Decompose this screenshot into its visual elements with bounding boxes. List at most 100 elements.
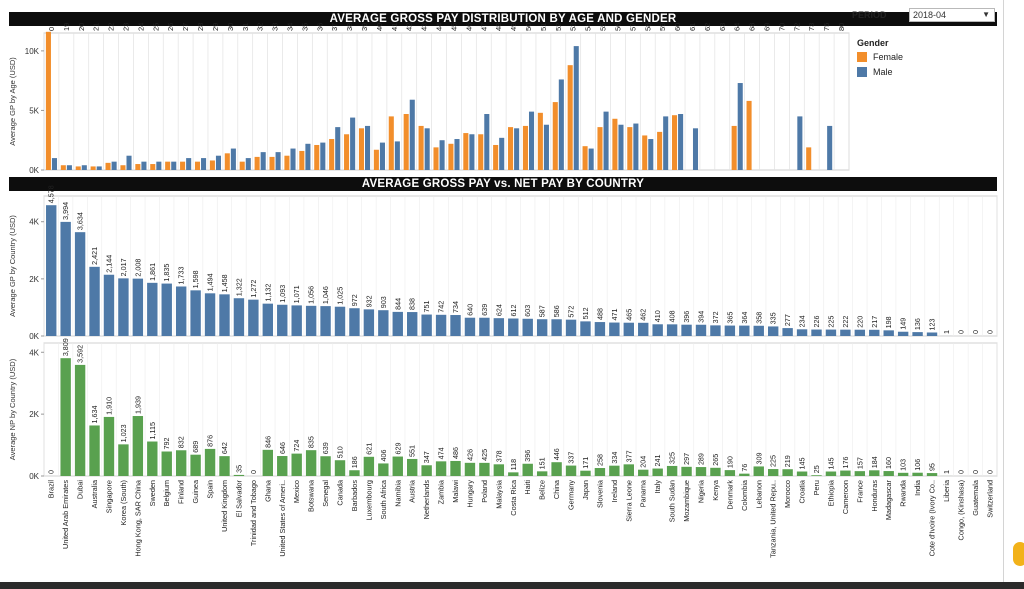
age-category-label: 44: [435, 23, 444, 31]
gp-bar: [378, 310, 389, 336]
np-bar: [378, 463, 389, 476]
gp-bar: [407, 312, 418, 336]
age-y-axis-label: Average GP by Age (USD): [8, 57, 17, 146]
np-bar: [536, 471, 548, 476]
np-bar: [825, 471, 837, 476]
np-data-label: 396: [523, 450, 532, 462]
np-bar: [204, 448, 216, 476]
country-label: Japan: [581, 480, 590, 500]
gp-bar: [74, 232, 86, 336]
np-data-label: 184: [870, 456, 879, 468]
age-bar-male: [663, 116, 669, 170]
age-bar-male: [290, 148, 296, 170]
gp-ytick-label: 2K: [29, 275, 39, 284]
gp-data-label: 277: [783, 314, 792, 326]
gp-data-label: 220: [855, 316, 864, 328]
age-bar-female: [537, 112, 543, 170]
np-bar: [695, 467, 707, 476]
age-category-label: 70: [777, 23, 786, 31]
gp-data-label: 372: [711, 311, 720, 323]
country-label: United Arab Emirates: [61, 480, 70, 549]
gp-bar: [912, 332, 923, 336]
gender-legend-title: Gender: [857, 38, 889, 48]
np-bar: [724, 470, 736, 476]
age-category-label: 37: [330, 23, 339, 31]
age-bar-female: [105, 162, 111, 170]
gp-data-label: 4,578: [47, 185, 56, 203]
country-label: Ethiopia: [826, 479, 835, 506]
np-data-label: 219: [783, 455, 792, 467]
age-bar-male: [469, 134, 475, 170]
gp-data-label: 586: [552, 305, 561, 317]
legend-item-male[interactable]: Male: [857, 67, 893, 77]
age-bar-male: [186, 158, 192, 170]
gp-data-label: 488: [595, 308, 604, 320]
np-data-label: 1,910: [104, 397, 113, 415]
np-data-label: 3,809: [61, 338, 70, 356]
gp-data-label: 903: [379, 296, 388, 308]
np-bar: [277, 456, 288, 476]
np-bar: [118, 444, 129, 476]
np-bar: [840, 470, 851, 476]
country-label: Malaysia: [494, 479, 503, 509]
gp-data-label: 2,421: [90, 247, 99, 265]
country-label: Peru: [812, 480, 821, 495]
gp-data-label: 2,017: [119, 258, 128, 276]
country-label: Sierra Leone: [624, 480, 633, 522]
country-label: Guinea: [191, 479, 200, 503]
age-bar-male: [245, 158, 251, 170]
np-bar: [349, 470, 360, 476]
country-label: Panama: [639, 479, 648, 507]
np-bar: [103, 416, 115, 476]
np-data-label: 151: [538, 457, 547, 469]
gp-data-label: 365: [725, 312, 734, 324]
country-label: Belize: [538, 480, 547, 500]
np-bar: [161, 451, 172, 476]
gp-data-label: 603: [523, 305, 532, 317]
age-bar-female: [552, 102, 558, 170]
gp-data-label: 358: [754, 312, 763, 324]
age-bar-female: [344, 134, 350, 170]
gp-data-label: 396: [682, 311, 691, 323]
country-label: El Salvador: [234, 479, 243, 517]
age-bar-male: [350, 117, 356, 170]
age-bar-male: [454, 139, 460, 170]
age-bar-female: [627, 127, 633, 170]
gp-data-label: 462: [639, 309, 648, 321]
gp-data-label: 1: [942, 330, 951, 334]
age-category-label: 80: [837, 23, 846, 31]
np-data-label: 95: [928, 463, 937, 471]
country-label: Congo, (Kinshasa): [956, 480, 965, 540]
age-bar-female: [224, 153, 230, 170]
country-label: Germany: [567, 480, 576, 510]
gp-ytick-label: 4K: [29, 218, 39, 227]
np-bar: [782, 469, 793, 476]
country-label: Finland: [177, 480, 186, 504]
gp-data-label: 217: [870, 316, 879, 328]
gp-bar: [147, 282, 158, 336]
age-bar-female: [746, 100, 752, 170]
np-bar: [464, 462, 476, 476]
country-label: Switzerland: [985, 480, 994, 518]
np-data-label: 297: [682, 453, 691, 465]
period-dropdown[interactable]: 2018-04 ▼: [909, 8, 995, 22]
gp-data-label: 1,494: [206, 273, 215, 291]
age-bar-female: [731, 125, 737, 170]
country-label: Cote d'Ivoire (Ivory Co..: [928, 480, 937, 556]
age-category-label: 55: [599, 23, 608, 31]
np-data-label: 0: [47, 470, 56, 474]
age-bar-male: [484, 114, 490, 170]
age-bar-male: [424, 128, 430, 170]
age-bar-female: [403, 114, 409, 170]
gp-data-label: 838: [408, 298, 417, 310]
gp-data-label: 751: [422, 301, 431, 313]
age-category-label: 69: [763, 23, 772, 31]
gp-data-label: 1,458: [220, 274, 229, 292]
legend-item-female[interactable]: Female: [857, 52, 903, 62]
country-label: South Sudan: [668, 480, 677, 522]
gp-data-label: 225: [826, 316, 835, 328]
age-category-label: 72: [792, 23, 801, 31]
gp-bar: [118, 278, 129, 336]
scroll-handle[interactable]: [1013, 542, 1024, 566]
